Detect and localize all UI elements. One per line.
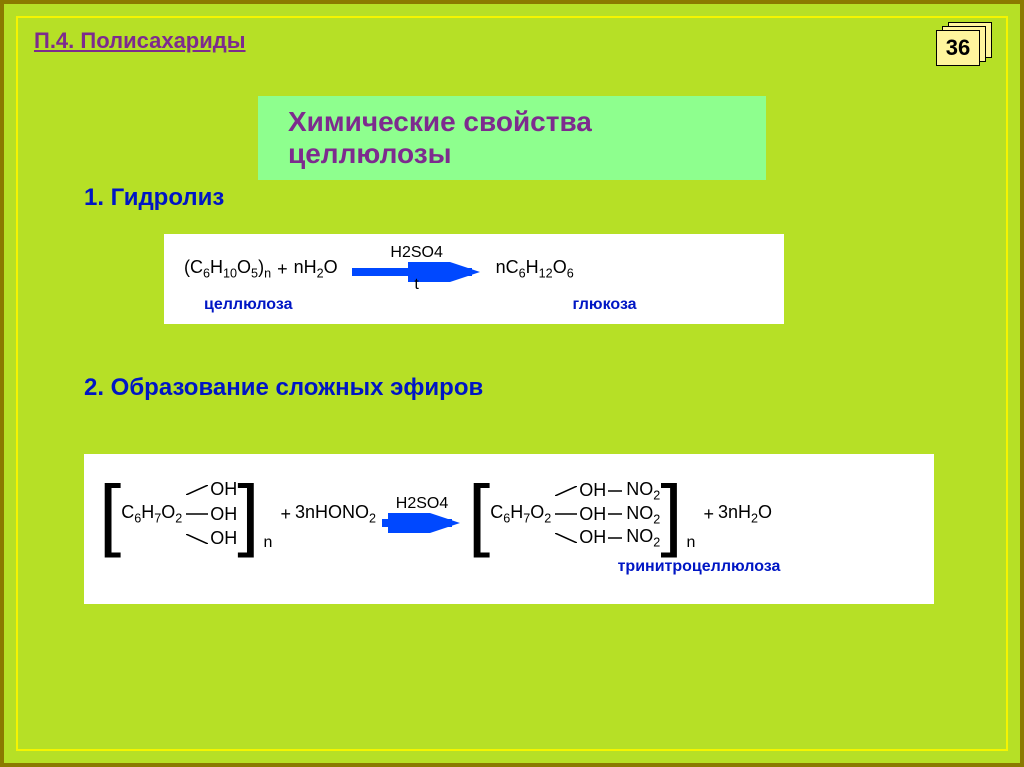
catalyst-2: H2SO4 bbox=[396, 495, 448, 513]
slide-frame: П.4. Полисахариды 36 Химические свойства… bbox=[0, 0, 1024, 767]
plus-sign: + bbox=[277, 259, 288, 280]
page-number: 36 bbox=[936, 30, 980, 66]
plus-sign: + bbox=[280, 504, 291, 525]
reaction-arrow-2: H2SO4 bbox=[382, 495, 462, 533]
product-label: глюкоза bbox=[572, 296, 636, 314]
reaction-arrow: H2SO4 t bbox=[352, 244, 482, 294]
product-structure: [ C6H7O2 OHNO2 OHNO2 OHNO2 ] bbox=[468, 474, 683, 554]
reactant-2: 3nHONO2 bbox=[295, 502, 376, 526]
page-number-badge: 36 bbox=[936, 22, 992, 66]
section-2-heading: 2. Образование сложных эфиров bbox=[84, 374, 483, 402]
product-core: C6H7O2 bbox=[490, 502, 551, 526]
slide-title: Химические свойства целлюлозы bbox=[258, 96, 766, 180]
equation-esterification: [ C6H7O2 OH OH OH ] n + 3nHONO2 H2SO4 bbox=[84, 454, 934, 604]
product-2: 3nH2O bbox=[718, 502, 772, 526]
product: nC6H12O6 bbox=[496, 257, 574, 281]
reactant-1: (C6H10O5)n bbox=[184, 257, 271, 281]
catalyst: H2SO4 bbox=[390, 244, 442, 262]
section-1-heading: 1. Гидролиз bbox=[84, 184, 224, 212]
condition: t bbox=[414, 276, 418, 294]
topic-link[interactable]: П.4. Полисахариды bbox=[34, 28, 246, 54]
reactant-2: nH2O bbox=[294, 257, 338, 281]
plus-sign: + bbox=[703, 504, 714, 525]
reactant-structure: [ C6H7O2 OH OH OH ] bbox=[99, 474, 260, 554]
reactant-core: C6H7O2 bbox=[121, 502, 182, 526]
product-label-2: тринитроцеллюлоза bbox=[479, 558, 919, 576]
equation-hydrolysis: (C6H10O5)n + nH2O H2SO4 t nC6H12O6 целлю… bbox=[164, 234, 784, 324]
reactant-1-label: целлюлоза bbox=[204, 296, 292, 314]
